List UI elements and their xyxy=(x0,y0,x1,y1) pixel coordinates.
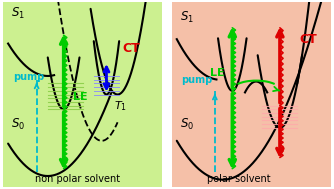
Text: pump: pump xyxy=(182,75,213,85)
Text: $S_0$: $S_0$ xyxy=(11,117,25,132)
FancyBboxPatch shape xyxy=(169,0,334,189)
Text: $S_0$: $S_0$ xyxy=(180,117,194,132)
Text: $S_1$: $S_1$ xyxy=(11,6,25,21)
FancyBboxPatch shape xyxy=(0,0,165,189)
Text: pump: pump xyxy=(13,72,44,82)
Text: CT: CT xyxy=(299,33,317,46)
Text: CT: CT xyxy=(122,42,140,55)
Text: non polar solvent: non polar solvent xyxy=(35,174,120,184)
Text: $T_1$: $T_1$ xyxy=(114,99,128,113)
Text: LE: LE xyxy=(73,92,88,102)
Text: LE: LE xyxy=(210,68,225,78)
Text: $S_1$: $S_1$ xyxy=(180,9,194,25)
Text: polar solvent: polar solvent xyxy=(207,174,271,184)
